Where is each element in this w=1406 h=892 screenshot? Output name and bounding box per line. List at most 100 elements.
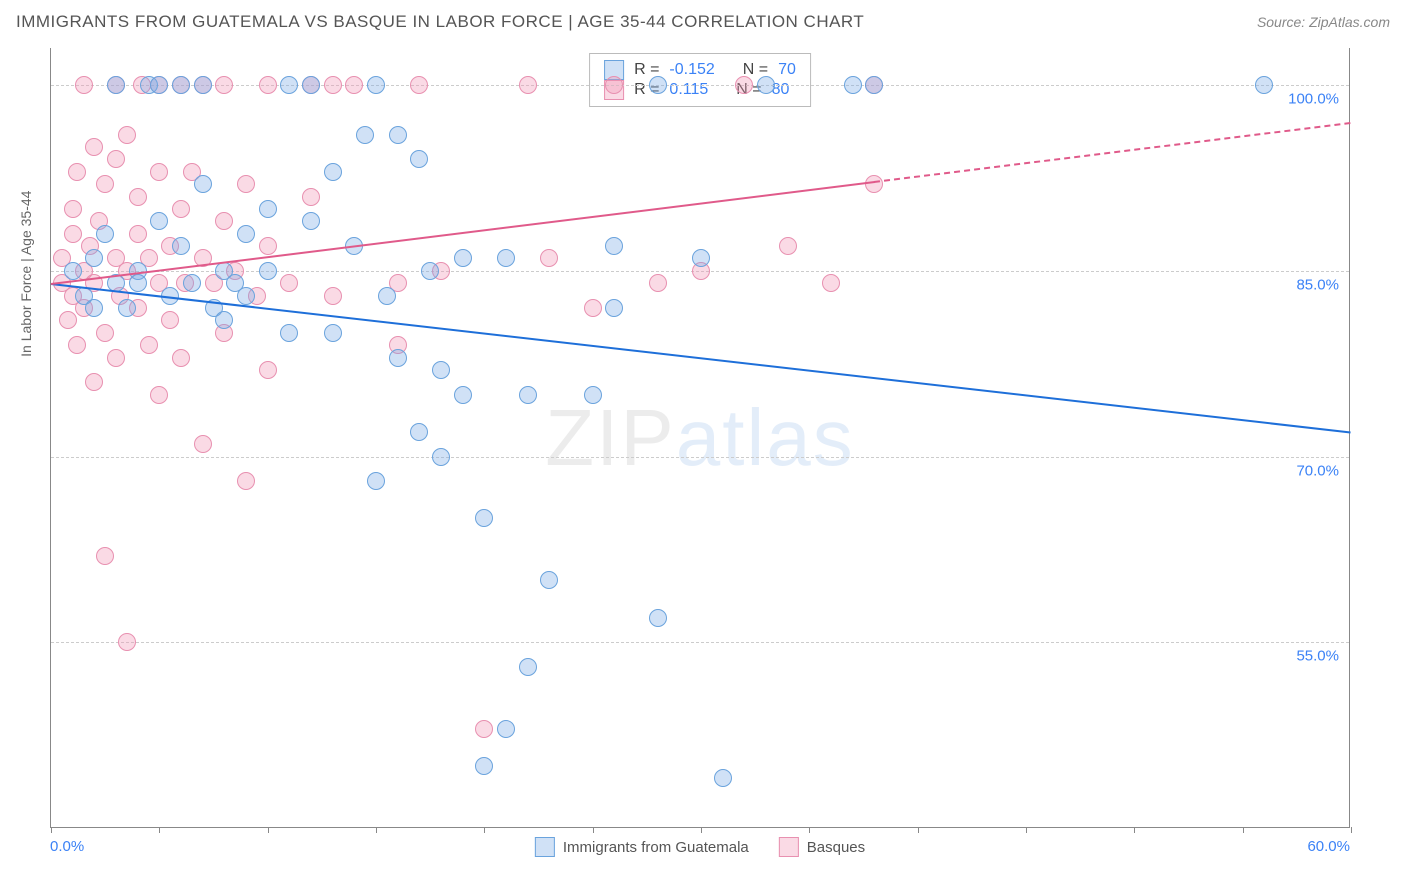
x-tick bbox=[268, 827, 269, 833]
y-tick-label: 100.0% bbox=[1288, 91, 1339, 108]
scatter-point-a bbox=[454, 386, 472, 404]
scatter-point-a bbox=[432, 361, 450, 379]
scatter-point-b bbox=[345, 76, 363, 94]
scatter-point-b bbox=[822, 274, 840, 292]
scatter-point-a bbox=[410, 150, 428, 168]
scatter-point-b bbox=[237, 472, 255, 490]
scatter-point-b bbox=[605, 76, 623, 94]
scatter-point-a bbox=[584, 386, 602, 404]
scatter-point-b bbox=[865, 175, 883, 193]
watermark-zip: ZIP bbox=[545, 393, 675, 482]
scatter-point-a bbox=[649, 609, 667, 627]
chart-header: IMMIGRANTS FROM GUATEMALA VS BASQUE IN L… bbox=[0, 0, 1406, 44]
scatter-point-b bbox=[237, 175, 255, 193]
trendline-b bbox=[51, 181, 875, 285]
scatter-point-a bbox=[454, 249, 472, 267]
trendline-b-dashed bbox=[874, 122, 1351, 183]
scatter-point-b bbox=[64, 200, 82, 218]
scatter-point-a bbox=[302, 76, 320, 94]
scatter-point-b bbox=[172, 200, 190, 218]
scatter-point-b bbox=[118, 126, 136, 144]
scatter-point-b bbox=[540, 249, 558, 267]
scatter-point-b bbox=[259, 237, 277, 255]
x-tick bbox=[376, 827, 377, 833]
scatter-point-b bbox=[107, 150, 125, 168]
y-tick-label: 55.0% bbox=[1296, 648, 1339, 665]
scatter-point-a bbox=[259, 200, 277, 218]
scatter-point-a bbox=[118, 299, 136, 317]
scatter-point-a bbox=[497, 720, 515, 738]
x-tick bbox=[809, 827, 810, 833]
x-tick bbox=[484, 827, 485, 833]
scatter-point-a bbox=[540, 571, 558, 589]
scatter-point-b bbox=[129, 225, 147, 243]
scatter-point-b bbox=[75, 76, 93, 94]
scatter-point-a bbox=[280, 324, 298, 342]
scatter-point-a bbox=[692, 249, 710, 267]
x-tick bbox=[593, 827, 594, 833]
scatter-point-a bbox=[356, 126, 374, 144]
scatter-point-a bbox=[757, 76, 775, 94]
gridline bbox=[51, 642, 1349, 643]
legend-item-a: Immigrants from Guatemala bbox=[535, 837, 749, 857]
scatter-point-a bbox=[649, 76, 667, 94]
scatter-point-a bbox=[605, 237, 623, 255]
scatter-point-b bbox=[324, 287, 342, 305]
x-tick bbox=[1134, 827, 1135, 833]
scatter-point-a bbox=[172, 76, 190, 94]
scatter-point-a bbox=[432, 448, 450, 466]
scatter-point-b bbox=[161, 311, 179, 329]
scatter-point-a bbox=[497, 249, 515, 267]
legend-label-a: Immigrants from Guatemala bbox=[563, 839, 749, 856]
scatter-point-b bbox=[118, 633, 136, 651]
scatter-point-b bbox=[150, 386, 168, 404]
scatter-point-b bbox=[519, 76, 537, 94]
scatter-point-a bbox=[183, 274, 201, 292]
scatter-point-a bbox=[389, 126, 407, 144]
scatter-point-a bbox=[150, 76, 168, 94]
x-tick bbox=[918, 827, 919, 833]
legend-label-b: Basques bbox=[807, 839, 865, 856]
scatter-point-b bbox=[129, 188, 147, 206]
gridline bbox=[51, 85, 1349, 86]
scatter-point-b bbox=[96, 324, 114, 342]
chart-title: IMMIGRANTS FROM GUATEMALA VS BASQUE IN L… bbox=[16, 12, 864, 32]
gridline bbox=[51, 457, 1349, 458]
scatter-point-b bbox=[324, 76, 342, 94]
watermark: ZIPatlas bbox=[545, 392, 854, 484]
scatter-point-b bbox=[410, 76, 428, 94]
scatter-point-a bbox=[237, 287, 255, 305]
legend-stats-box: R = -0.152 N = 70 R = 0.115 N = 80 bbox=[589, 53, 811, 107]
scatter-point-a bbox=[194, 76, 212, 94]
scatter-point-a bbox=[280, 76, 298, 94]
scatter-point-b bbox=[215, 212, 233, 230]
scatter-point-b bbox=[194, 435, 212, 453]
scatter-point-b bbox=[735, 76, 753, 94]
scatter-point-b bbox=[68, 336, 86, 354]
y-axis-label: In Labor Force | Age 35-44 bbox=[18, 191, 34, 357]
scatter-point-a bbox=[302, 212, 320, 230]
scatter-point-a bbox=[389, 349, 407, 367]
n-value-a: 70 bbox=[778, 61, 796, 79]
scatter-point-b bbox=[96, 175, 114, 193]
scatter-point-b bbox=[85, 373, 103, 391]
scatter-point-b bbox=[172, 349, 190, 367]
scatter-point-a bbox=[237, 225, 255, 243]
x-tick bbox=[1243, 827, 1244, 833]
scatter-point-a bbox=[475, 509, 493, 527]
scatter-point-a bbox=[172, 237, 190, 255]
scatter-point-b bbox=[68, 163, 86, 181]
scatter-point-a bbox=[1255, 76, 1273, 94]
scatter-point-a bbox=[410, 423, 428, 441]
scatter-point-a bbox=[519, 658, 537, 676]
scatter-point-b bbox=[259, 76, 277, 94]
scatter-point-a bbox=[714, 769, 732, 787]
scatter-point-a bbox=[367, 472, 385, 490]
x-tick bbox=[1351, 827, 1352, 833]
x-tick bbox=[51, 827, 52, 833]
x-tick-label-start: 0.0% bbox=[50, 838, 84, 855]
watermark-atlas: atlas bbox=[676, 393, 855, 482]
scatter-point-a bbox=[64, 262, 82, 280]
scatter-point-a bbox=[194, 175, 212, 193]
scatter-point-b bbox=[584, 299, 602, 317]
